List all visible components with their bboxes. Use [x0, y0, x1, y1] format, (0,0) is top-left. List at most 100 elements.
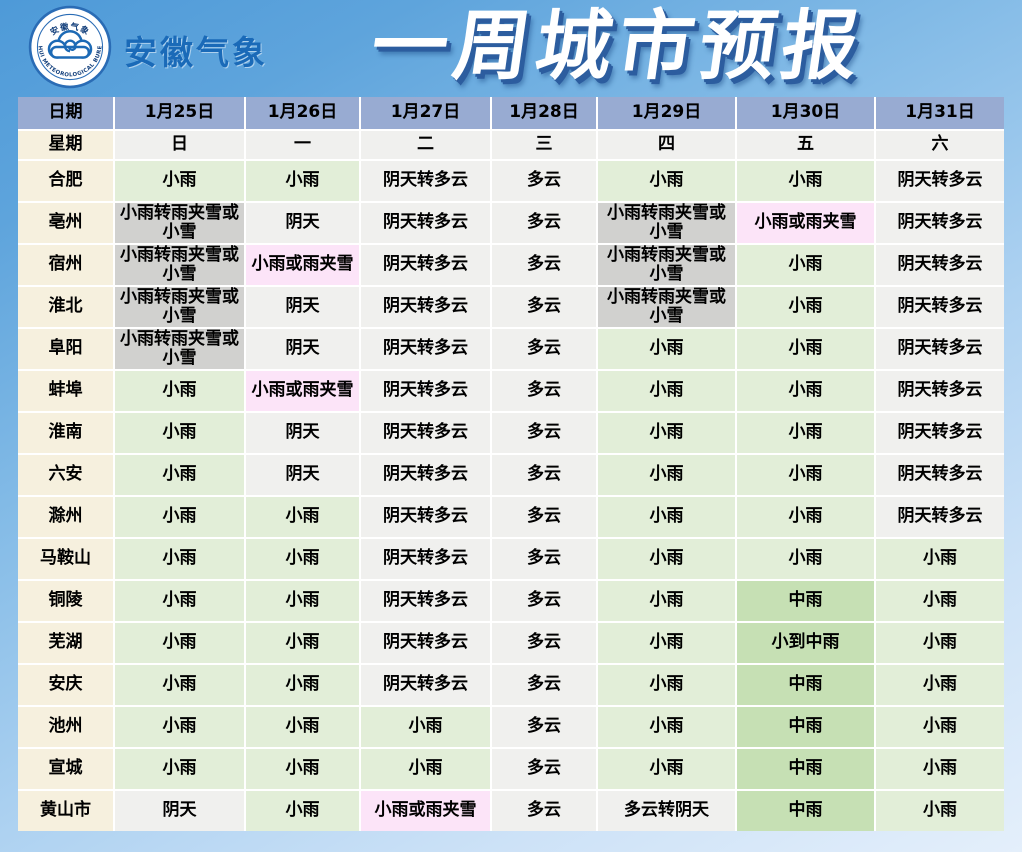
forecast-cell: 阴天转多云 — [876, 455, 1004, 495]
date-header-cell: 1月29日 — [598, 97, 735, 129]
forecast-cell: 阴天转多云 — [876, 413, 1004, 453]
page-title: 一周城市预报 — [365, 1, 871, 90]
forecast-cell: 小雨 — [737, 371, 874, 411]
forecast-cell: 阴天 — [246, 455, 359, 495]
forecast-cell: 小雨 — [598, 413, 735, 453]
forecast-cell: 小雨 — [598, 623, 735, 663]
date-header-cell: 1月27日 — [361, 97, 490, 129]
date-header-cell: 1月26日 — [246, 97, 359, 129]
city-label: 阜阳 — [18, 329, 113, 369]
forecast-cell: 小雨 — [115, 749, 244, 789]
page-header: 安徽气象 ANHUI METEOROLOGICAL BUREAU 安徽气象 一周… — [0, 0, 1022, 96]
city-label: 宣城 — [18, 749, 113, 789]
forecast-cell: 小雨 — [361, 749, 490, 789]
forecast-cell: 多云 — [492, 581, 596, 621]
forecast-cell: 阴天转多云 — [876, 371, 1004, 411]
forecast-cell: 小雨 — [115, 623, 244, 663]
brand-name: 安徽气象 — [124, 33, 268, 72]
forecast-cell: 阴天转多云 — [876, 161, 1004, 201]
forecast-cell: 小雨 — [876, 665, 1004, 705]
forecast-cell: 多云 — [492, 539, 596, 579]
forecast-cell: 小雨或雨夹雪 — [246, 245, 359, 285]
forecast-cell: 小雨 — [246, 161, 359, 201]
forecast-cell: 中雨 — [737, 665, 874, 705]
forecast-cell: 阴天转多云 — [876, 245, 1004, 285]
forecast-cell: 小雨 — [598, 371, 735, 411]
city-label: 马鞍山 — [18, 539, 113, 579]
forecast-cell: 小雨或雨夹雪 — [361, 791, 490, 831]
forecast-cell: 多云 — [492, 707, 596, 747]
date-header-cell: 1月25日 — [115, 97, 244, 129]
forecast-cell: 小雨 — [598, 497, 735, 537]
forecast-cell: 多云 — [492, 413, 596, 453]
forecast-cell: 小雨 — [115, 497, 244, 537]
forecast-cell: 多云 — [492, 455, 596, 495]
forecast-cell: 小到中雨 — [737, 623, 874, 663]
forecast-cell: 阴天转多云 — [361, 371, 490, 411]
forecast-cell: 多云 — [492, 623, 596, 663]
forecast-cell: 小雨 — [115, 371, 244, 411]
forecast-cell: 阴天转多云 — [361, 245, 490, 285]
city-label: 安庆 — [18, 665, 113, 705]
city-label: 蚌埠 — [18, 371, 113, 411]
forecast-cell: 小雨转雨夹雪或小雪 — [598, 245, 735, 285]
forecast-cell: 多云转阴天 — [598, 791, 735, 831]
city-label: 池州 — [18, 707, 113, 747]
city-label: 铜陵 — [18, 581, 113, 621]
weekday-cell: 一 — [246, 131, 359, 159]
forecast-cell: 中雨 — [737, 791, 874, 831]
forecast-cell: 小雨 — [246, 665, 359, 705]
forecast-cell: 阴天 — [246, 413, 359, 453]
forecast-cell: 阴天转多云 — [361, 665, 490, 705]
forecast-cell: 小雨 — [598, 161, 735, 201]
city-label: 黄山市 — [18, 791, 113, 831]
forecast-cell: 阴天转多云 — [876, 287, 1004, 327]
forecast-cell: 小雨 — [598, 749, 735, 789]
forecast-cell: 阴天转多云 — [361, 203, 490, 243]
date-row-label: 日期 — [18, 97, 113, 129]
weekday-cell: 三 — [492, 131, 596, 159]
city-label: 芜湖 — [18, 623, 113, 663]
forecast-cell: 多云 — [492, 371, 596, 411]
forecast-cell: 小雨 — [876, 749, 1004, 789]
forecast-cell: 中雨 — [737, 581, 874, 621]
forecast-cell: 阴天 — [115, 791, 244, 831]
forecast-cell: 小雨转雨夹雪或小雪 — [598, 203, 735, 243]
forecast-cell: 小雨 — [598, 539, 735, 579]
forecast-cell: 小雨 — [876, 539, 1004, 579]
weekday-cell: 五 — [737, 131, 874, 159]
forecast-cell: 小雨 — [361, 707, 490, 747]
forecast-cell: 小雨 — [876, 581, 1004, 621]
forecast-cell: 小雨 — [737, 245, 874, 285]
forecast-cell: 阴天转多云 — [876, 203, 1004, 243]
forecast-cell: 多云 — [492, 665, 596, 705]
date-header-cell: 1月30日 — [737, 97, 874, 129]
forecast-cell: 小雨 — [737, 287, 874, 327]
city-label: 六安 — [18, 455, 113, 495]
city-label: 亳州 — [18, 203, 113, 243]
forecast-cell: 小雨 — [246, 497, 359, 537]
forecast-cell: 小雨 — [598, 707, 735, 747]
forecast-cell: 小雨转雨夹雪或小雪 — [115, 203, 244, 243]
forecast-cell: 阴天 — [246, 287, 359, 327]
date-header-cell: 1月28日 — [492, 97, 596, 129]
forecast-cell: 小雨 — [598, 665, 735, 705]
forecast-cell: 多云 — [492, 497, 596, 537]
forecast-cell: 小雨 — [737, 497, 874, 537]
forecast-cell: 阴天转多云 — [876, 329, 1004, 369]
forecast-cell: 多云 — [492, 245, 596, 285]
forecast-cell: 小雨 — [737, 161, 874, 201]
forecast-cell: 多云 — [492, 161, 596, 201]
forecast-cell: 小雨转雨夹雪或小雪 — [115, 245, 244, 285]
forecast-cell: 阴天转多云 — [361, 413, 490, 453]
city-label: 宿州 — [18, 245, 113, 285]
forecast-table: 日期 1月25日 1月26日 1月27日 1月28日 1月29日 1月30日 1月31日 星期日… — [18, 97, 1004, 831]
forecast-cell: 小雨 — [737, 455, 874, 495]
forecast-cell: 小雨 — [115, 455, 244, 495]
forecast-cell: 小雨 — [598, 581, 735, 621]
forecast-cell: 小雨转雨夹雪或小雪 — [115, 329, 244, 369]
forecast-cell: 小雨转雨夹雪或小雪 — [115, 287, 244, 327]
logo-inner-ring — [36, 13, 104, 81]
forecast-cell: 小雨 — [115, 707, 244, 747]
forecast-cell: 阴天转多云 — [361, 497, 490, 537]
